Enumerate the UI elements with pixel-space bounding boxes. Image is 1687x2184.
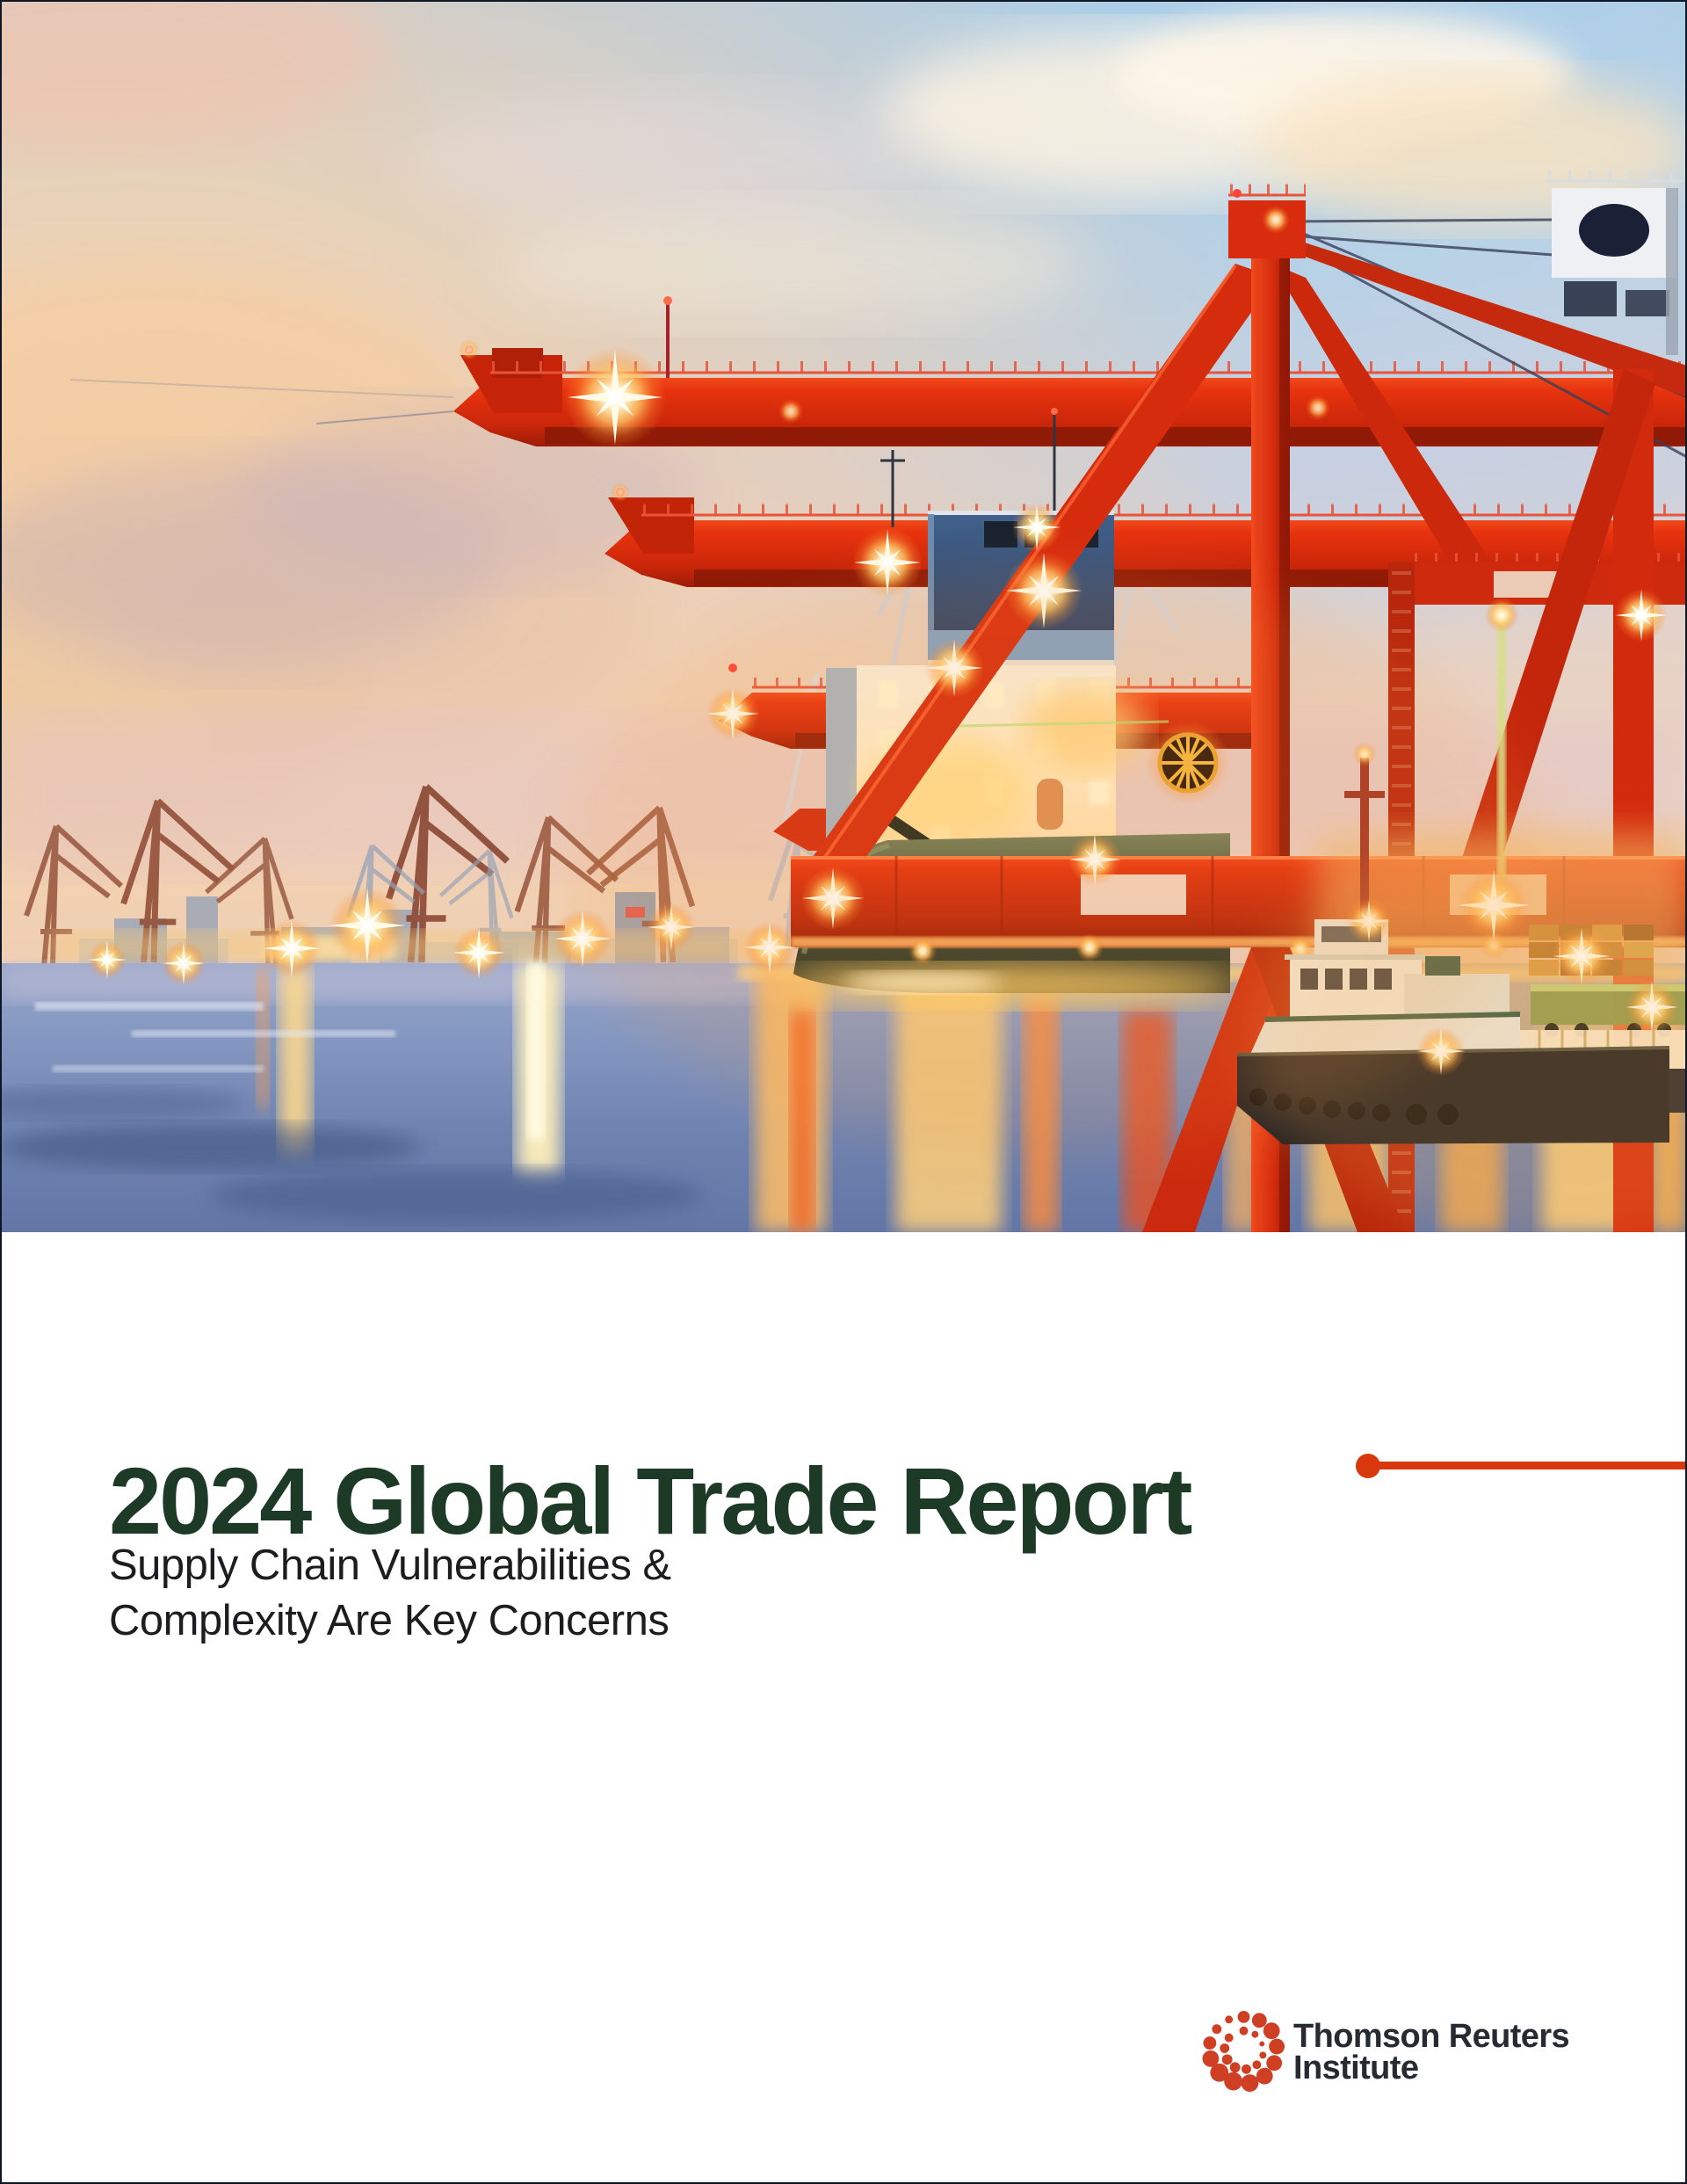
- logo-wordmark: Thomson Reuters Institute: [1293, 2018, 1570, 2086]
- subtitle-line-1: Supply Chain Vulnerabilities &: [109, 1542, 671, 1589]
- logo-line-1: Thomson Reuters: [1293, 2018, 1570, 2055]
- kinetic-dots-icon: [1202, 2010, 1285, 2093]
- accent-rule: [1379, 1462, 1687, 1469]
- thomson-reuters-institute-logo: Thomson Reuters Institute: [1200, 2006, 1622, 2102]
- logo-line-2: Institute: [1293, 2050, 1419, 2086]
- page-subtitle: Supply Chain Vulnerabilities & Complexit…: [109, 1538, 671, 1649]
- light-bursts: [88, 346, 1687, 1232]
- page-title: 2024 Global Trade Report: [109, 1448, 1192, 1555]
- accent-dot: [1356, 1454, 1380, 1478]
- cover-photo: [0, 0, 1687, 1232]
- subtitle-line-2: Complexity Are Key Concerns: [109, 1597, 670, 1644]
